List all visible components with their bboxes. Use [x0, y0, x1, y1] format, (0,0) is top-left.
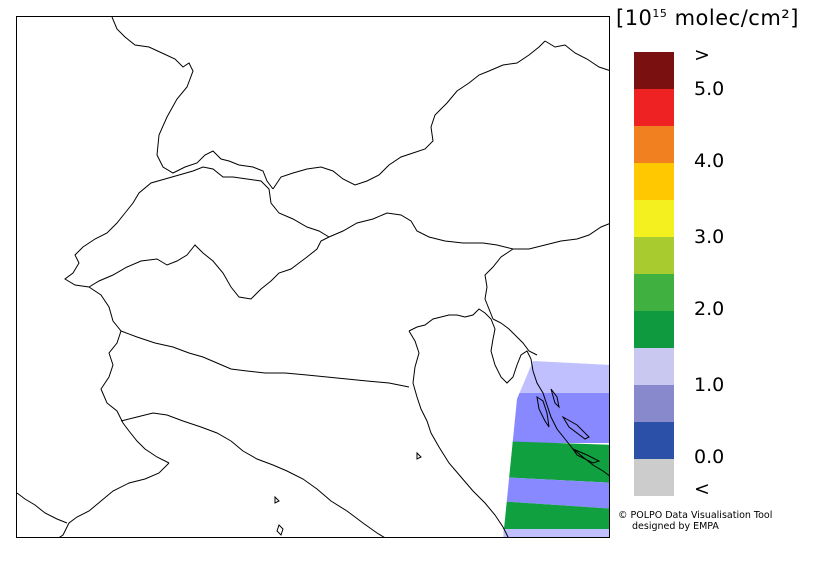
- legend-tick-label: 5.0: [694, 78, 725, 100]
- legend-tick-label: 3.0: [694, 226, 725, 248]
- legend-tick-label: 0.0: [694, 446, 725, 468]
- border-line: [484, 248, 514, 320]
- coastline: [59, 462, 170, 537]
- legend-swatch: [634, 126, 674, 163]
- unit-rest: molec/cm²]: [667, 6, 799, 30]
- coastline: [408, 330, 509, 537]
- legend-tick-label: <: [694, 478, 710, 500]
- border-line: [544, 40, 609, 71]
- credits-line-1: © POLPO Data Visualisation Tool: [618, 510, 773, 521]
- border-line: [230, 440, 385, 537]
- legend-swatch: [634, 89, 674, 126]
- border-line: [64, 212, 126, 288]
- legend-swatch: [634, 348, 674, 385]
- legend-swatch: [634, 274, 674, 311]
- swath-band-blue: [503, 393, 609, 443]
- legend-swatch: [634, 200, 674, 237]
- unit-label: [1015 molec/cm²]: [616, 6, 799, 30]
- legend-swatch: [634, 52, 674, 89]
- swath-band-green: [503, 441, 609, 483]
- map-panel: [16, 16, 610, 538]
- coastline: [17, 492, 68, 524]
- island-outline: [416, 451, 422, 460]
- border-line: [120, 412, 232, 442]
- legend-tick-label: 1.0: [694, 374, 725, 396]
- border-line: [272, 40, 546, 190]
- island-outline: [571, 447, 601, 464]
- unit-exponent: 15: [652, 7, 668, 20]
- legend-swatch: [634, 237, 674, 274]
- country-borders: [17, 17, 609, 537]
- swath-band-blue: [503, 477, 609, 509]
- border-line: [124, 166, 330, 238]
- coastline: [464, 308, 534, 384]
- legend-tick-label: 2.0: [694, 298, 725, 320]
- credits: © POLPO Data Visualisation Tool designed…: [618, 510, 772, 532]
- island-outline: [276, 524, 284, 536]
- legend-tick-label: 4.0: [694, 150, 725, 172]
- swath-band-light-blue: [503, 529, 609, 537]
- unit-open: [10: [616, 6, 653, 30]
- credits-line-2: designed by EMPA: [632, 521, 719, 532]
- border-line: [120, 330, 410, 388]
- legend-swatch: [634, 422, 674, 459]
- legend-swatch: [634, 163, 674, 200]
- coastline: [408, 314, 466, 332]
- island-outline: [550, 388, 560, 409]
- map-svg: [17, 17, 609, 537]
- color-legend: [634, 52, 674, 496]
- border-line: [492, 318, 538, 356]
- swath-band-light-blue: [503, 361, 609, 395]
- border-line: [88, 286, 170, 464]
- data-swath: [503, 361, 609, 537]
- border-line: [88, 236, 330, 300]
- legend-swatch: [634, 459, 674, 496]
- legend-swatch: [634, 311, 674, 348]
- legend-tick-label: >: [694, 44, 710, 66]
- island-outline: [561, 415, 590, 440]
- island-outline: [274, 495, 280, 504]
- border-line: [111, 17, 274, 190]
- legend-swatch: [634, 385, 674, 422]
- border-line: [328, 212, 609, 250]
- coastline: [532, 370, 609, 477]
- island-outline: [536, 395, 550, 428]
